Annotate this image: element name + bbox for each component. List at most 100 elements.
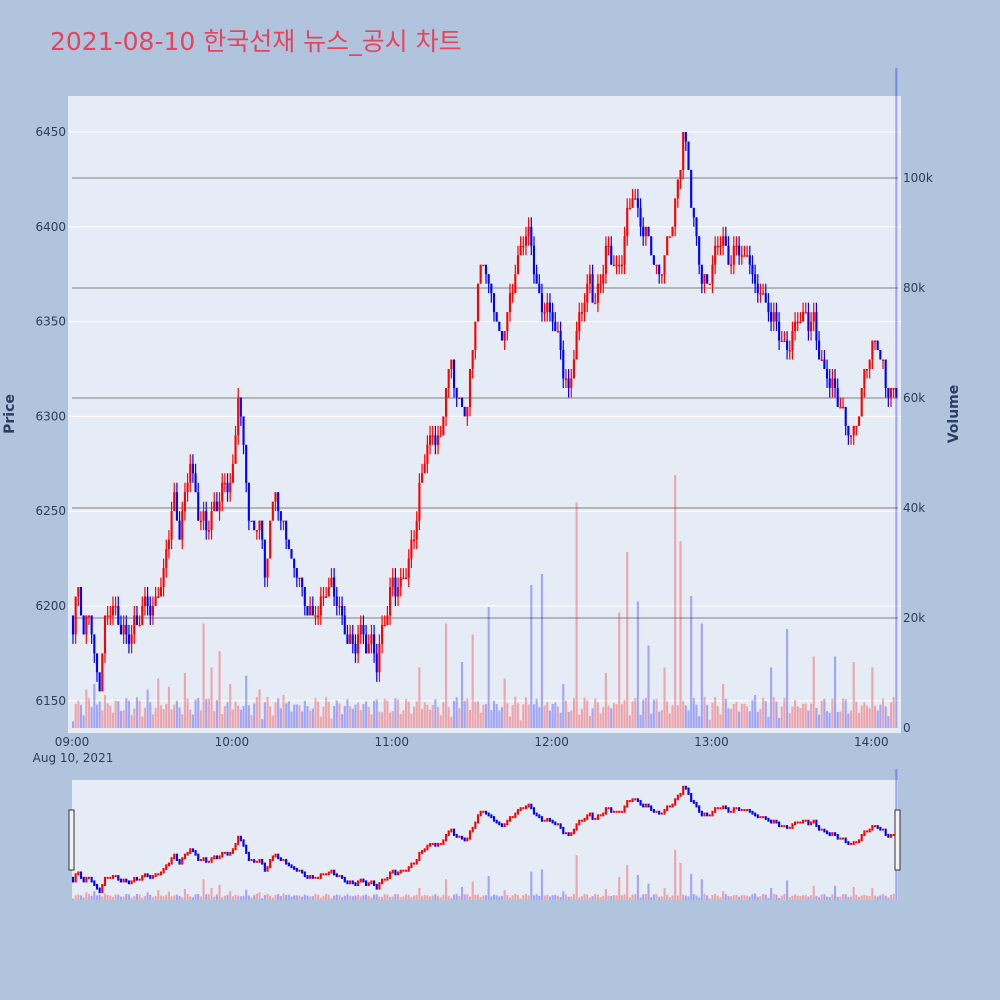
range-slider-right-handle[interactable]: [894, 809, 901, 871]
slider-candle: [378, 882, 381, 890]
volume-bar: [181, 714, 184, 728]
slider-candle: [277, 853, 280, 860]
volume-bar: [415, 701, 418, 728]
slider-candle: [714, 807, 717, 813]
volume-bar: [271, 715, 274, 728]
candle-body: [887, 387, 890, 398]
slider-candle: [178, 859, 181, 865]
slider-candle: [879, 826, 882, 831]
slider-candle: [887, 834, 890, 838]
slider-volume-bar: [165, 895, 168, 900]
volume-bar: [221, 714, 224, 728]
candle-body: [215, 501, 218, 512]
slider-candle: [295, 867, 298, 872]
volume-bar: [317, 701, 320, 728]
slider-volume-bar: [197, 894, 200, 900]
slider-volume-bar: [586, 894, 589, 900]
slider-volume-bar: [778, 898, 781, 900]
slider-volume-bar: [887, 897, 890, 900]
volume-bar: [402, 710, 405, 728]
slider-candle: [452, 828, 456, 836]
volume-bar: [698, 716, 701, 728]
volume-bar: [754, 695, 757, 728]
slider-volume-bar: [482, 895, 485, 900]
volume-bar: [226, 702, 229, 728]
volume-bar: [399, 713, 402, 728]
candle-body: [881, 359, 885, 362]
range-slider-left-handle[interactable]: [68, 809, 75, 871]
price-tick-label: 6300: [35, 409, 66, 423]
candle-body: [213, 501, 216, 512]
slider-candle: [764, 816, 767, 820]
slider-volume-bar: [146, 892, 149, 900]
slider-candle: [458, 835, 461, 838]
slider-candle: [511, 816, 514, 819]
x-tick-label: 10:00: [215, 735, 250, 749]
slider-candle: [703, 812, 706, 817]
slider-volume-bar: [530, 871, 533, 900]
candle-body: [738, 245, 741, 256]
slider-volume-bar: [783, 893, 786, 900]
candle-body: [309, 605, 312, 616]
volume-bar: [823, 698, 826, 728]
slider-candle: [229, 851, 232, 856]
slider-volume-bar: [836, 896, 839, 900]
candle-body: [343, 615, 346, 635]
volume-bar: [85, 689, 88, 728]
slider-candle: [524, 805, 528, 810]
slider-candle: [362, 878, 365, 883]
candle-body: [391, 577, 394, 588]
candle-body: [596, 283, 599, 303]
volume-bar: [623, 699, 626, 728]
slider-volume-bar: [261, 898, 264, 900]
candle-body: [692, 207, 695, 218]
slider-volume-bar: [594, 894, 597, 900]
range-slider[interactable]: [68, 769, 901, 900]
candle-body: [191, 463, 194, 474]
slider-volume-bar: [439, 897, 442, 900]
volume-bar: [868, 708, 871, 728]
slider-candle: [450, 828, 453, 833]
candle-body: [186, 482, 189, 493]
volume-bar: [551, 703, 554, 728]
candle-body: [434, 435, 437, 445]
volume-bar: [418, 667, 421, 728]
slider-candle: [532, 807, 536, 815]
volume-bar: [205, 699, 208, 728]
candle-body: [772, 312, 775, 322]
candle-body: [892, 387, 895, 390]
slider-candle: [383, 878, 386, 881]
slider-candle: [173, 853, 176, 860]
slider-candle: [287, 862, 290, 867]
slider-candle: [700, 810, 703, 817]
slider-volume-bar: [426, 895, 429, 900]
candle-body: [389, 587, 392, 616]
volume-bar: [628, 715, 631, 728]
volume-bar: [77, 700, 80, 728]
slider-volume-bar: [351, 896, 354, 900]
slider-candle: [434, 842, 437, 847]
slider-candle: [631, 798, 634, 803]
slider-candle: [301, 869, 304, 874]
volume-bar: [620, 704, 623, 728]
candle-body: [730, 264, 733, 267]
slider-volume-bar: [258, 892, 261, 900]
volume-bar: [279, 708, 282, 728]
volume-axis-title: Volume: [946, 385, 962, 444]
candle-body: [383, 624, 386, 627]
volume-bar: [141, 716, 144, 728]
slider-candle: [812, 819, 815, 824]
candle-body: [362, 624, 365, 635]
candle-body: [410, 539, 413, 559]
slider-candle: [871, 825, 874, 831]
candle-body: [367, 643, 370, 654]
slider-candle: [370, 880, 373, 885]
slider-volume-bar: [106, 895, 109, 900]
candle-body: [807, 312, 810, 332]
candle-body: [849, 435, 853, 437]
slider-volume-bar: [823, 894, 826, 900]
volume-bar: [175, 700, 178, 728]
slider-volume-bar: [354, 895, 357, 900]
slider-candle: [559, 823, 562, 829]
slider-volume-bar: [154, 895, 157, 900]
